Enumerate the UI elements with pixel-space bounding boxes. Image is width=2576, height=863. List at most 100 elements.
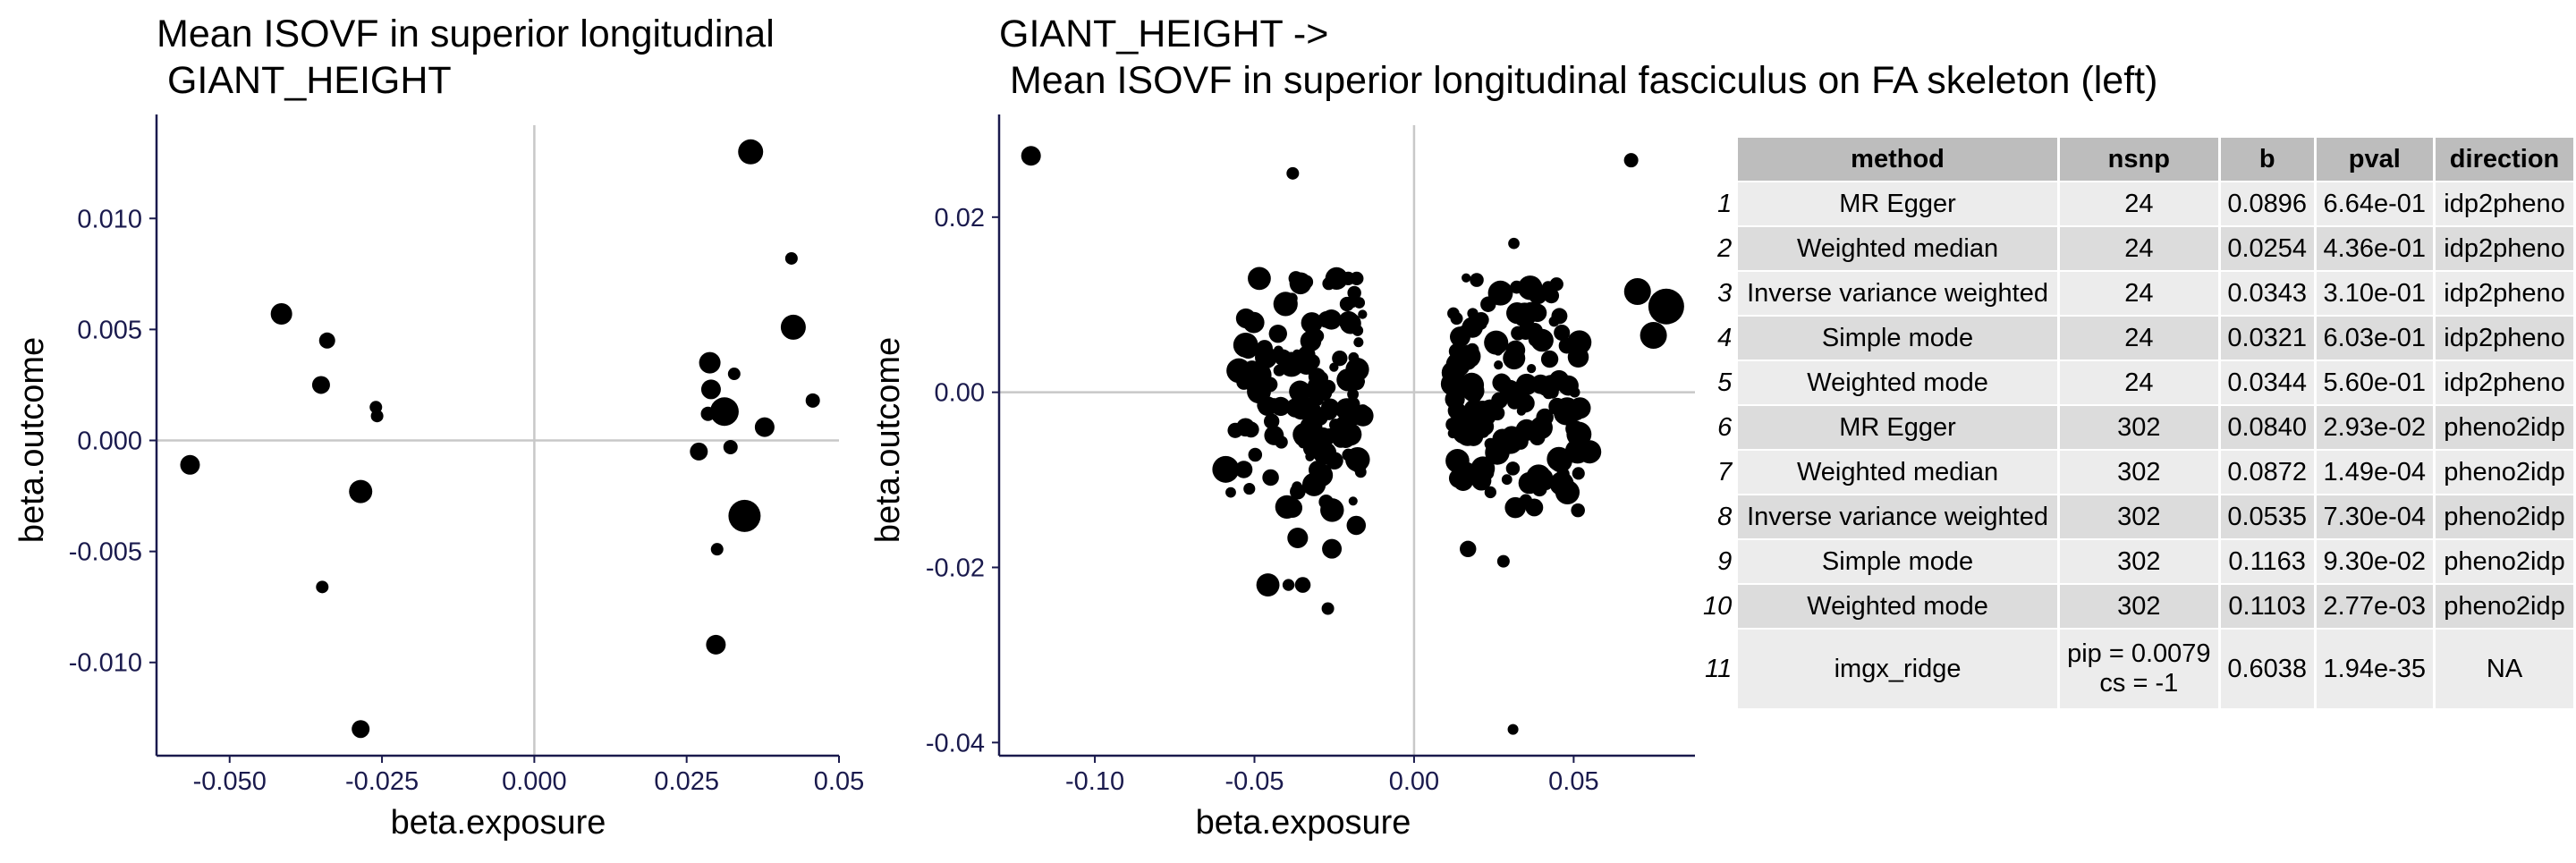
data-point xyxy=(1567,346,1589,368)
table-cell-index: 8 xyxy=(1717,502,1733,531)
data-point xyxy=(1275,495,1299,519)
data-point xyxy=(710,543,724,556)
data-point xyxy=(1441,360,1465,385)
y-tick-label: 0.02 xyxy=(935,204,985,233)
table-cell-direction: idp2pheno xyxy=(2436,182,2573,225)
table-cell-direction: NA xyxy=(2436,630,2573,708)
data-point xyxy=(1275,295,1288,308)
data-point xyxy=(1548,316,1560,327)
table-cell-direction: pheno2idp xyxy=(2436,585,2573,628)
y-tick-label: 0.010 xyxy=(77,205,142,233)
data-point xyxy=(370,410,384,423)
x-tick-label: 0.00 xyxy=(1389,767,1439,796)
data-point xyxy=(1459,372,1485,398)
data-point xyxy=(1507,723,1519,735)
table-cell-pval: 6.03e-01 xyxy=(2316,317,2434,360)
data-point xyxy=(1569,397,1591,419)
x-tick-label: -0.025 xyxy=(345,767,419,796)
plot-left-reference-lines xyxy=(157,125,839,756)
y-tick-label: 0.00 xyxy=(935,379,985,408)
table-row: 11 imgx_ridge pip = 0.0079 cs = -1 0.6038 1.9… xyxy=(1698,630,2573,708)
data-point xyxy=(1242,421,1259,438)
data-point xyxy=(1460,540,1477,558)
table-header-pval: pval xyxy=(2316,138,2434,181)
data-point xyxy=(1347,388,1360,401)
table-header-nsnp: nsnp xyxy=(2059,138,2218,181)
table-cell-method: Simple mode xyxy=(1738,317,2057,360)
table-row: 2 Weighted median 24 0.0254 4.36e-01 idp2phen… xyxy=(1698,227,2573,270)
data-point xyxy=(1448,468,1469,488)
table-cell-index: 9 xyxy=(1717,546,1733,576)
table-body: 1 MR Egger 24 0.0896 6.64e-01 idp2pheno 2 Weigh… xyxy=(1698,182,2573,708)
data-point xyxy=(1640,322,1667,349)
x-tick-label: 0.025 xyxy=(654,767,719,796)
table-cell-direction: idp2pheno xyxy=(2436,317,2573,360)
table-cell-nsnp-line2: cs = -1 xyxy=(2099,669,2179,698)
data-point xyxy=(1320,498,1344,522)
data-point xyxy=(784,251,798,265)
plot-right-title-line1: GIANT_HEIGHT -> xyxy=(999,13,1328,55)
data-point xyxy=(270,303,292,326)
data-point xyxy=(1262,469,1279,486)
mr-results-table: method nsnp b pval direction 1 MR Egger 24… xyxy=(1695,136,2576,710)
data-point xyxy=(1311,445,1326,461)
data-point xyxy=(1292,349,1302,359)
plot-right-x-axis-title: beta.exposure xyxy=(1196,804,1411,842)
data-point xyxy=(1468,326,1479,338)
table-cell-method: Weighted median xyxy=(1738,227,2057,270)
plot-right-y-axis-title: beta.outcome xyxy=(869,337,907,543)
data-point xyxy=(1227,422,1243,438)
data-point xyxy=(1021,146,1041,166)
data-point xyxy=(1338,310,1359,332)
data-point xyxy=(1571,503,1585,518)
table-cell-b: 0.0840 xyxy=(2220,406,2314,449)
data-point xyxy=(1322,276,1335,291)
data-point xyxy=(1339,296,1354,312)
data-point xyxy=(1353,337,1364,348)
data-point xyxy=(1275,436,1288,449)
plot-left-x-axis-title: beta.exposure xyxy=(391,804,606,842)
table-cell-pval: 1.94e-35 xyxy=(2316,630,2434,708)
data-point xyxy=(1332,350,1348,367)
table-cell-nsnp: 24 xyxy=(2059,361,2218,404)
data-point xyxy=(1287,527,1309,549)
data-point xyxy=(1273,345,1284,356)
table-cell-b: 0.0896 xyxy=(2220,182,2314,225)
data-point xyxy=(1212,455,1240,483)
table-cell-method: imgx_ridge xyxy=(1738,630,2057,708)
plot-left-points xyxy=(180,139,820,739)
data-point xyxy=(1303,361,1315,373)
table-cell-index: 5 xyxy=(1717,368,1733,397)
data-point xyxy=(709,397,739,427)
table-cell-nsnp: 24 xyxy=(2059,317,2218,360)
data-point xyxy=(1492,373,1512,393)
table-cell-direction: pheno2idp xyxy=(2436,495,2573,538)
data-point xyxy=(1554,324,1571,342)
data-point xyxy=(1543,288,1560,304)
scatter-plot-left: Mean ISOVF in superior longitudinal GIAN… xyxy=(13,13,864,842)
table-cell-pval: 2.77e-03 xyxy=(2316,585,2434,628)
data-point xyxy=(1286,166,1300,180)
table-cell-direction: idp2pheno xyxy=(2436,361,2573,404)
data-point xyxy=(1294,577,1311,593)
data-point xyxy=(1569,386,1580,398)
table-cell-nsnp: pip = 0.0079 cs = -1 xyxy=(2059,630,2218,708)
data-point xyxy=(1256,340,1273,357)
data-point xyxy=(805,393,820,408)
table-cell-pval: 6.64e-01 xyxy=(2316,182,2434,225)
plot-right-points xyxy=(1021,146,1684,735)
table-cell-method: MR Egger xyxy=(1738,182,2057,225)
data-point xyxy=(1549,277,1563,292)
y-tick-label: -0.010 xyxy=(69,649,142,678)
plot-right-title-line2: Mean ISOVF in superior longitudinal fasc… xyxy=(999,59,2157,102)
data-point xyxy=(1325,452,1343,470)
data-point xyxy=(1485,440,1510,465)
data-point xyxy=(1496,554,1510,568)
data-point xyxy=(1487,280,1513,306)
data-point xyxy=(1470,456,1496,481)
data-point xyxy=(1292,481,1302,492)
data-point xyxy=(1352,461,1367,475)
table-cell-method: Inverse variance weighted xyxy=(1738,272,2057,315)
table-index-header xyxy=(1698,138,1735,181)
table-cell-pval: 1.49e-04 xyxy=(2316,451,2434,494)
